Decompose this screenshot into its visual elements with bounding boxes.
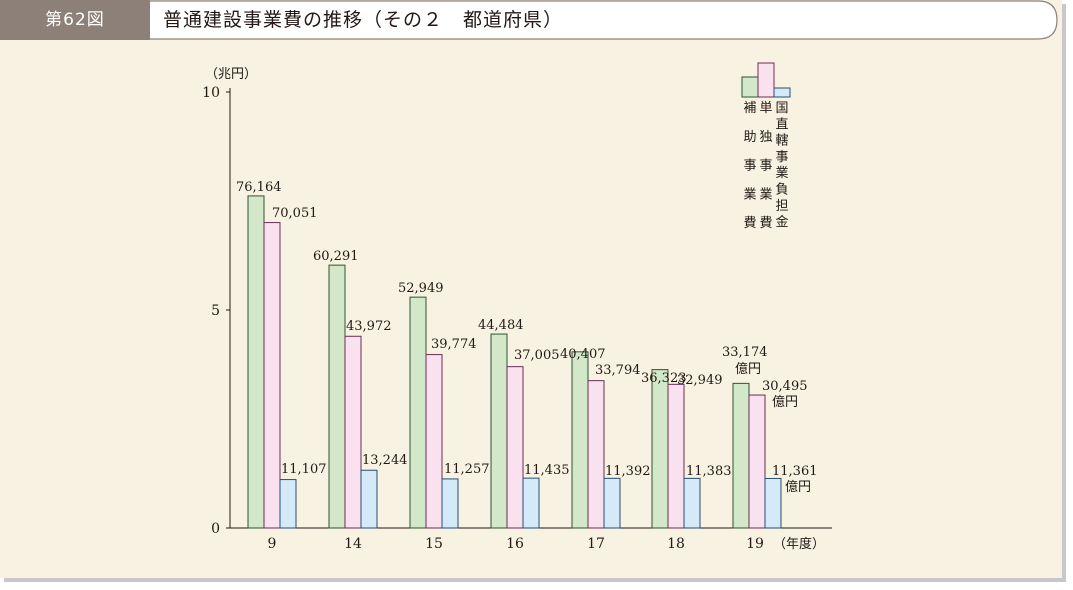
bar-1-9 — [247, 195, 265, 529]
bar-1-17 — [571, 351, 589, 529]
bar-1-16 — [490, 333, 508, 529]
bar-2-14 — [344, 335, 362, 529]
data-label: 11,257 — [444, 462, 490, 477]
x-tick-label: 14 — [344, 536, 362, 552]
data-label: 76,164 — [236, 180, 282, 195]
legend-label-1: 補助事業費 — [743, 101, 756, 231]
data-label: 44,484 — [478, 318, 524, 333]
bar-3-19 — [764, 477, 782, 529]
bar-1-15 — [409, 296, 427, 529]
x-tick-label: 15 — [425, 536, 443, 552]
figure-panel: 第62図 普通建設事業費の推移（その２ 都道府県） 0 5 10 （兆円） 9 14 15 1… — [0, 0, 1062, 578]
bar-3-16 — [522, 477, 540, 529]
data-label: 11,435 — [524, 463, 570, 478]
bar-chart: 0 5 10 （兆円） 9 14 15 16 17 18 19 （年度） 76,164 60,291 52,… — [202, 62, 832, 552]
x-tick-label: 17 — [587, 536, 605, 552]
data-label: 43,972 — [346, 319, 392, 334]
bar-2-18 — [667, 383, 685, 529]
data-label: 60,291 — [313, 249, 359, 264]
data-label: 11,361 — [772, 464, 818, 479]
legend-swatch-1 — [741, 76, 759, 98]
legend-label-2: 単独事業費 — [759, 100, 772, 231]
legend-label-3: 国直轄事業負担金 — [775, 101, 788, 230]
data-label: 13,244 — [362, 453, 408, 468]
data-label: 11,383 — [686, 464, 732, 479]
data-label: 11,392 — [605, 464, 651, 479]
data-label: 33,174 — [722, 345, 768, 360]
legend-swatch-3 — [773, 87, 791, 98]
legend-swatch-2 — [757, 62, 775, 98]
bar-3-14 — [360, 469, 378, 529]
data-label: 70,051 — [272, 206, 318, 221]
data-label: 11,107 — [281, 462, 327, 477]
bar-2-9 — [263, 222, 281, 529]
data-label: 39,774 — [431, 337, 477, 352]
x-tick-label: 16 — [506, 536, 524, 552]
x-tick-label: 18 — [667, 536, 685, 552]
header-frame — [0, 0, 1058, 40]
figure-header: 第62図 普通建設事業費の推移（その２ 都道府県） — [0, 0, 1058, 40]
data-label: 33,794 — [595, 363, 641, 378]
data-label-unit: 億円 — [785, 479, 811, 495]
data-label-unit: 億円 — [772, 394, 798, 410]
y-tick-label: 5 — [211, 303, 220, 319]
x-tick-label: 9 — [268, 536, 277, 552]
y-tick-label: 10 — [202, 85, 220, 101]
bar-3-18 — [683, 477, 701, 529]
bar-3-15 — [441, 478, 459, 529]
bar-1-18 — [651, 369, 669, 529]
data-label: 37,005 — [514, 348, 560, 363]
bar-2-17 — [587, 380, 605, 529]
data-label: 30,495 — [762, 379, 808, 394]
figure-title: 普通建設事業費の推移（その２ 都道府県） — [163, 9, 564, 31]
x-axis-label: （年度） — [773, 536, 825, 552]
data-label: 52,949 — [398, 281, 444, 296]
bar-3-9 — [279, 479, 297, 529]
data-label: 32,949 — [677, 373, 723, 388]
data-label: 36,323 — [641, 371, 687, 386]
data-label: 40,407 — [560, 347, 606, 362]
bar-1-14 — [328, 264, 346, 529]
bar-1-19 — [732, 382, 750, 529]
bar-2-19 — [748, 394, 766, 529]
bar-3-17 — [603, 477, 621, 529]
bar-2-15 — [425, 354, 443, 529]
bar-2-16 — [506, 366, 524, 529]
data-label-unit: 億円 — [735, 361, 761, 377]
y-axis-label: （兆円） — [205, 67, 257, 82]
x-tick-label: 19 — [746, 536, 764, 552]
y-tick-label: 0 — [211, 521, 220, 537]
figure-number: 第62図 — [45, 10, 105, 30]
